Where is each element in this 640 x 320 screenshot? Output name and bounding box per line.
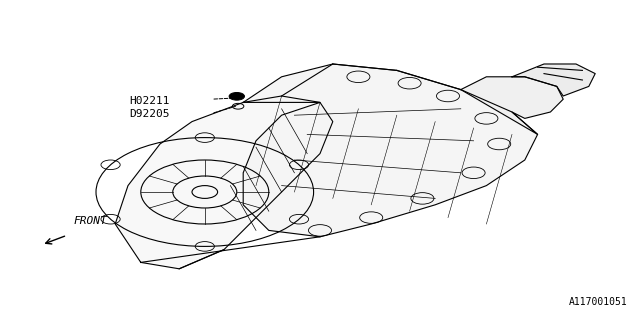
Polygon shape bbox=[461, 77, 563, 134]
Text: FRONT: FRONT bbox=[74, 216, 108, 226]
Text: H02211: H02211 bbox=[129, 96, 170, 106]
Polygon shape bbox=[115, 96, 333, 269]
Text: D92205: D92205 bbox=[129, 108, 170, 119]
Text: A117001051: A117001051 bbox=[568, 297, 627, 307]
Circle shape bbox=[229, 92, 244, 100]
Polygon shape bbox=[512, 64, 595, 96]
Polygon shape bbox=[243, 64, 538, 237]
